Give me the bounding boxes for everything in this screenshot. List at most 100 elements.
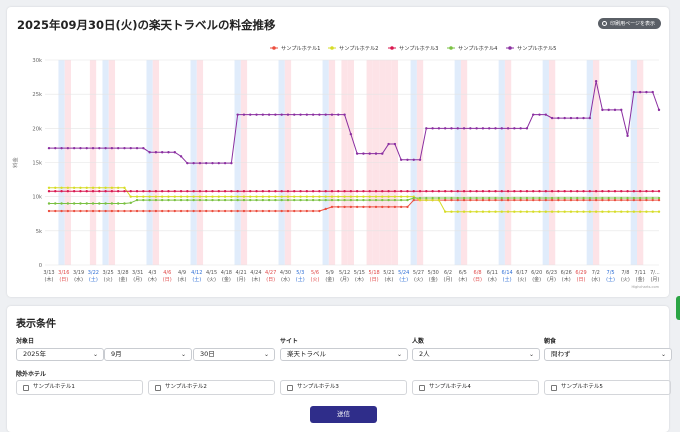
series-point-4 bbox=[205, 198, 208, 202]
exclude-hotels-label: 除外ホテル bbox=[16, 371, 47, 378]
month-select[interactable]: 9月 ⌄ bbox=[104, 348, 192, 361]
series-point-5 bbox=[462, 127, 466, 130]
series-point-5 bbox=[594, 79, 598, 83]
site-select[interactable]: 楽天トラベル ⌄ bbox=[280, 348, 408, 361]
x-tick-weekday: (木) bbox=[251, 276, 260, 283]
series-point-3 bbox=[249, 190, 252, 193]
series-point-5 bbox=[557, 116, 560, 120]
series-point-5 bbox=[148, 151, 151, 154]
x-tick-weekday: (火) bbox=[104, 277, 113, 283]
checkbox[interactable] bbox=[155, 385, 161, 391]
x-tick-date: 7/8 bbox=[621, 270, 629, 276]
series-point-5 bbox=[355, 152, 359, 155]
checkbox[interactable] bbox=[287, 385, 293, 391]
exclude-hotel-label: サンプルホテル2 bbox=[165, 384, 207, 390]
series-point-3 bbox=[223, 190, 227, 193]
checkbox[interactable] bbox=[23, 385, 29, 391]
series-point-3 bbox=[532, 190, 535, 193]
series-point-4 bbox=[462, 196, 466, 200]
series-point-2 bbox=[135, 195, 139, 198]
series-point-3 bbox=[450, 190, 453, 193]
series-point-2 bbox=[582, 210, 585, 213]
series-point-1 bbox=[368, 205, 371, 209]
checkbox[interactable] bbox=[551, 385, 557, 391]
series-point-5 bbox=[569, 116, 573, 120]
series-point-1 bbox=[154, 209, 158, 213]
series-point-4 bbox=[381, 198, 384, 202]
submit-button[interactable]: 送信 bbox=[310, 406, 377, 423]
series-point-3 bbox=[129, 190, 132, 193]
day-select[interactable]: 30日 ⌄ bbox=[193, 348, 275, 361]
series-point-4 bbox=[236, 198, 239, 202]
x-tick-weekday: (月) bbox=[133, 277, 142, 283]
series-point-1 bbox=[456, 198, 459, 202]
series-point-4 bbox=[280, 198, 283, 202]
series-point-5 bbox=[532, 113, 535, 116]
series-point-2 bbox=[324, 195, 327, 198]
series-point-4 bbox=[569, 196, 573, 200]
series-point-4 bbox=[154, 198, 158, 202]
series-point-1 bbox=[261, 209, 265, 213]
series-point-5 bbox=[154, 151, 158, 154]
series-point-4 bbox=[374, 198, 378, 202]
series-point-1 bbox=[343, 205, 346, 209]
series-point-3 bbox=[274, 190, 277, 193]
year-select[interactable]: 2025年 ⌄ bbox=[16, 348, 104, 361]
series-point-5 bbox=[79, 146, 82, 150]
series-point-5 bbox=[66, 146, 70, 150]
series-point-5 bbox=[299, 113, 302, 116]
exclude-hotel-1[interactable]: サンプルホテル1 bbox=[16, 380, 143, 395]
series-point-1 bbox=[557, 198, 560, 202]
people-select[interactable]: 2人 ⌄ bbox=[412, 348, 540, 361]
series-point-4 bbox=[129, 201, 132, 205]
series-point-5 bbox=[186, 161, 189, 165]
series-point-2 bbox=[638, 210, 642, 213]
x-tick-weekday: (土) bbox=[399, 276, 408, 283]
series-point-3 bbox=[626, 190, 629, 193]
series-point-3 bbox=[462, 190, 466, 193]
series-point-2 bbox=[198, 195, 202, 198]
x-tick-weekday: (日) bbox=[370, 277, 379, 283]
series-point-4 bbox=[60, 202, 63, 205]
x-tick-weekday: (月) bbox=[650, 277, 659, 283]
x-tick-weekday: (日) bbox=[163, 277, 172, 283]
series-point-4 bbox=[494, 196, 497, 200]
series-point-1 bbox=[186, 209, 189, 213]
series-point-4 bbox=[148, 198, 151, 202]
breakfast-select[interactable]: 問わず ⌄ bbox=[544, 348, 672, 361]
series-point-4 bbox=[123, 202, 126, 205]
exclude-hotel-3[interactable]: サンプルホテル3 bbox=[280, 380, 407, 395]
series-point-2 bbox=[349, 195, 353, 198]
series-point-5 bbox=[607, 108, 610, 112]
exclude-hotel-5[interactable]: サンプルホテル5 bbox=[544, 380, 671, 395]
series-point-3 bbox=[60, 190, 63, 193]
exclude-hotel-2[interactable]: サンプルホテル2 bbox=[148, 380, 275, 395]
series-point-5 bbox=[280, 113, 283, 116]
x-tick-weekday: (水) bbox=[281, 276, 290, 283]
y-axis-title: 料金 bbox=[11, 157, 19, 168]
series-point-5 bbox=[255, 113, 258, 116]
exclude-hotel-label: サンプルホテル5 bbox=[561, 384, 603, 390]
series-point-1 bbox=[532, 198, 535, 202]
series-point-4 bbox=[160, 198, 164, 202]
series-point-3 bbox=[651, 190, 654, 193]
series-point-1 bbox=[645, 198, 648, 202]
series-point-4 bbox=[142, 198, 145, 202]
side-widget-handle[interactable] bbox=[676, 296, 680, 320]
series-point-5 bbox=[563, 116, 566, 120]
series-point-5 bbox=[488, 127, 491, 130]
checkbox[interactable] bbox=[419, 385, 425, 391]
series-point-3 bbox=[594, 190, 598, 193]
chevron-down-icon: ⌄ bbox=[263, 351, 269, 358]
chart-credit: Highcharts.com bbox=[631, 285, 659, 289]
series-point-3 bbox=[72, 190, 76, 193]
series-point-3 bbox=[98, 190, 101, 193]
x-tick-date: 6/20 bbox=[531, 270, 542, 276]
series-point-4 bbox=[657, 196, 661, 200]
x-tick-weekday: (月) bbox=[237, 277, 246, 283]
x-tick-date: 4/18 bbox=[221, 270, 232, 276]
print-page-button[interactable]: 印刷用ページを表示 bbox=[598, 18, 661, 29]
series-point-2 bbox=[651, 210, 654, 213]
exclude-hotel-4[interactable]: サンプルホテル4 bbox=[412, 380, 539, 395]
x-tick-date: 7/5 bbox=[607, 270, 615, 276]
